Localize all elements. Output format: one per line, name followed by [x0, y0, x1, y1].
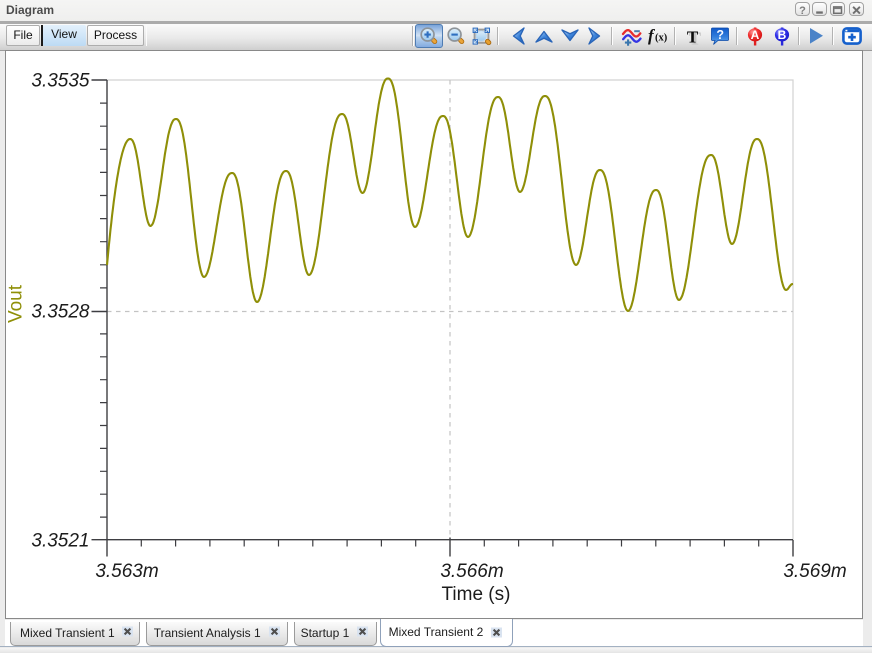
svg-text:3.563m: 3.563m	[95, 561, 158, 582]
svg-text:3.566m: 3.566m	[440, 561, 503, 582]
svg-text:3.3521: 3.3521	[31, 530, 89, 551]
svg-text:3.569m: 3.569m	[783, 561, 846, 582]
svg-text:3.3528: 3.3528	[31, 301, 90, 322]
svg-text:B: B	[778, 28, 787, 42]
svg-text:Vout: Vout	[6, 284, 27, 323]
svg-text:A: A	[751, 28, 760, 42]
svg-text:(x): (x)	[655, 33, 668, 44]
svg-text:T: T	[687, 28, 699, 47]
svg-text:Time (s): Time (s)	[442, 584, 511, 605]
svg-text:?: ?	[799, 5, 806, 16]
svg-text:f: f	[648, 26, 656, 45]
svg-text:T: T	[689, 29, 701, 48]
svg-text:3.3535: 3.3535	[31, 70, 90, 91]
svg-text:?: ?	[716, 28, 724, 42]
